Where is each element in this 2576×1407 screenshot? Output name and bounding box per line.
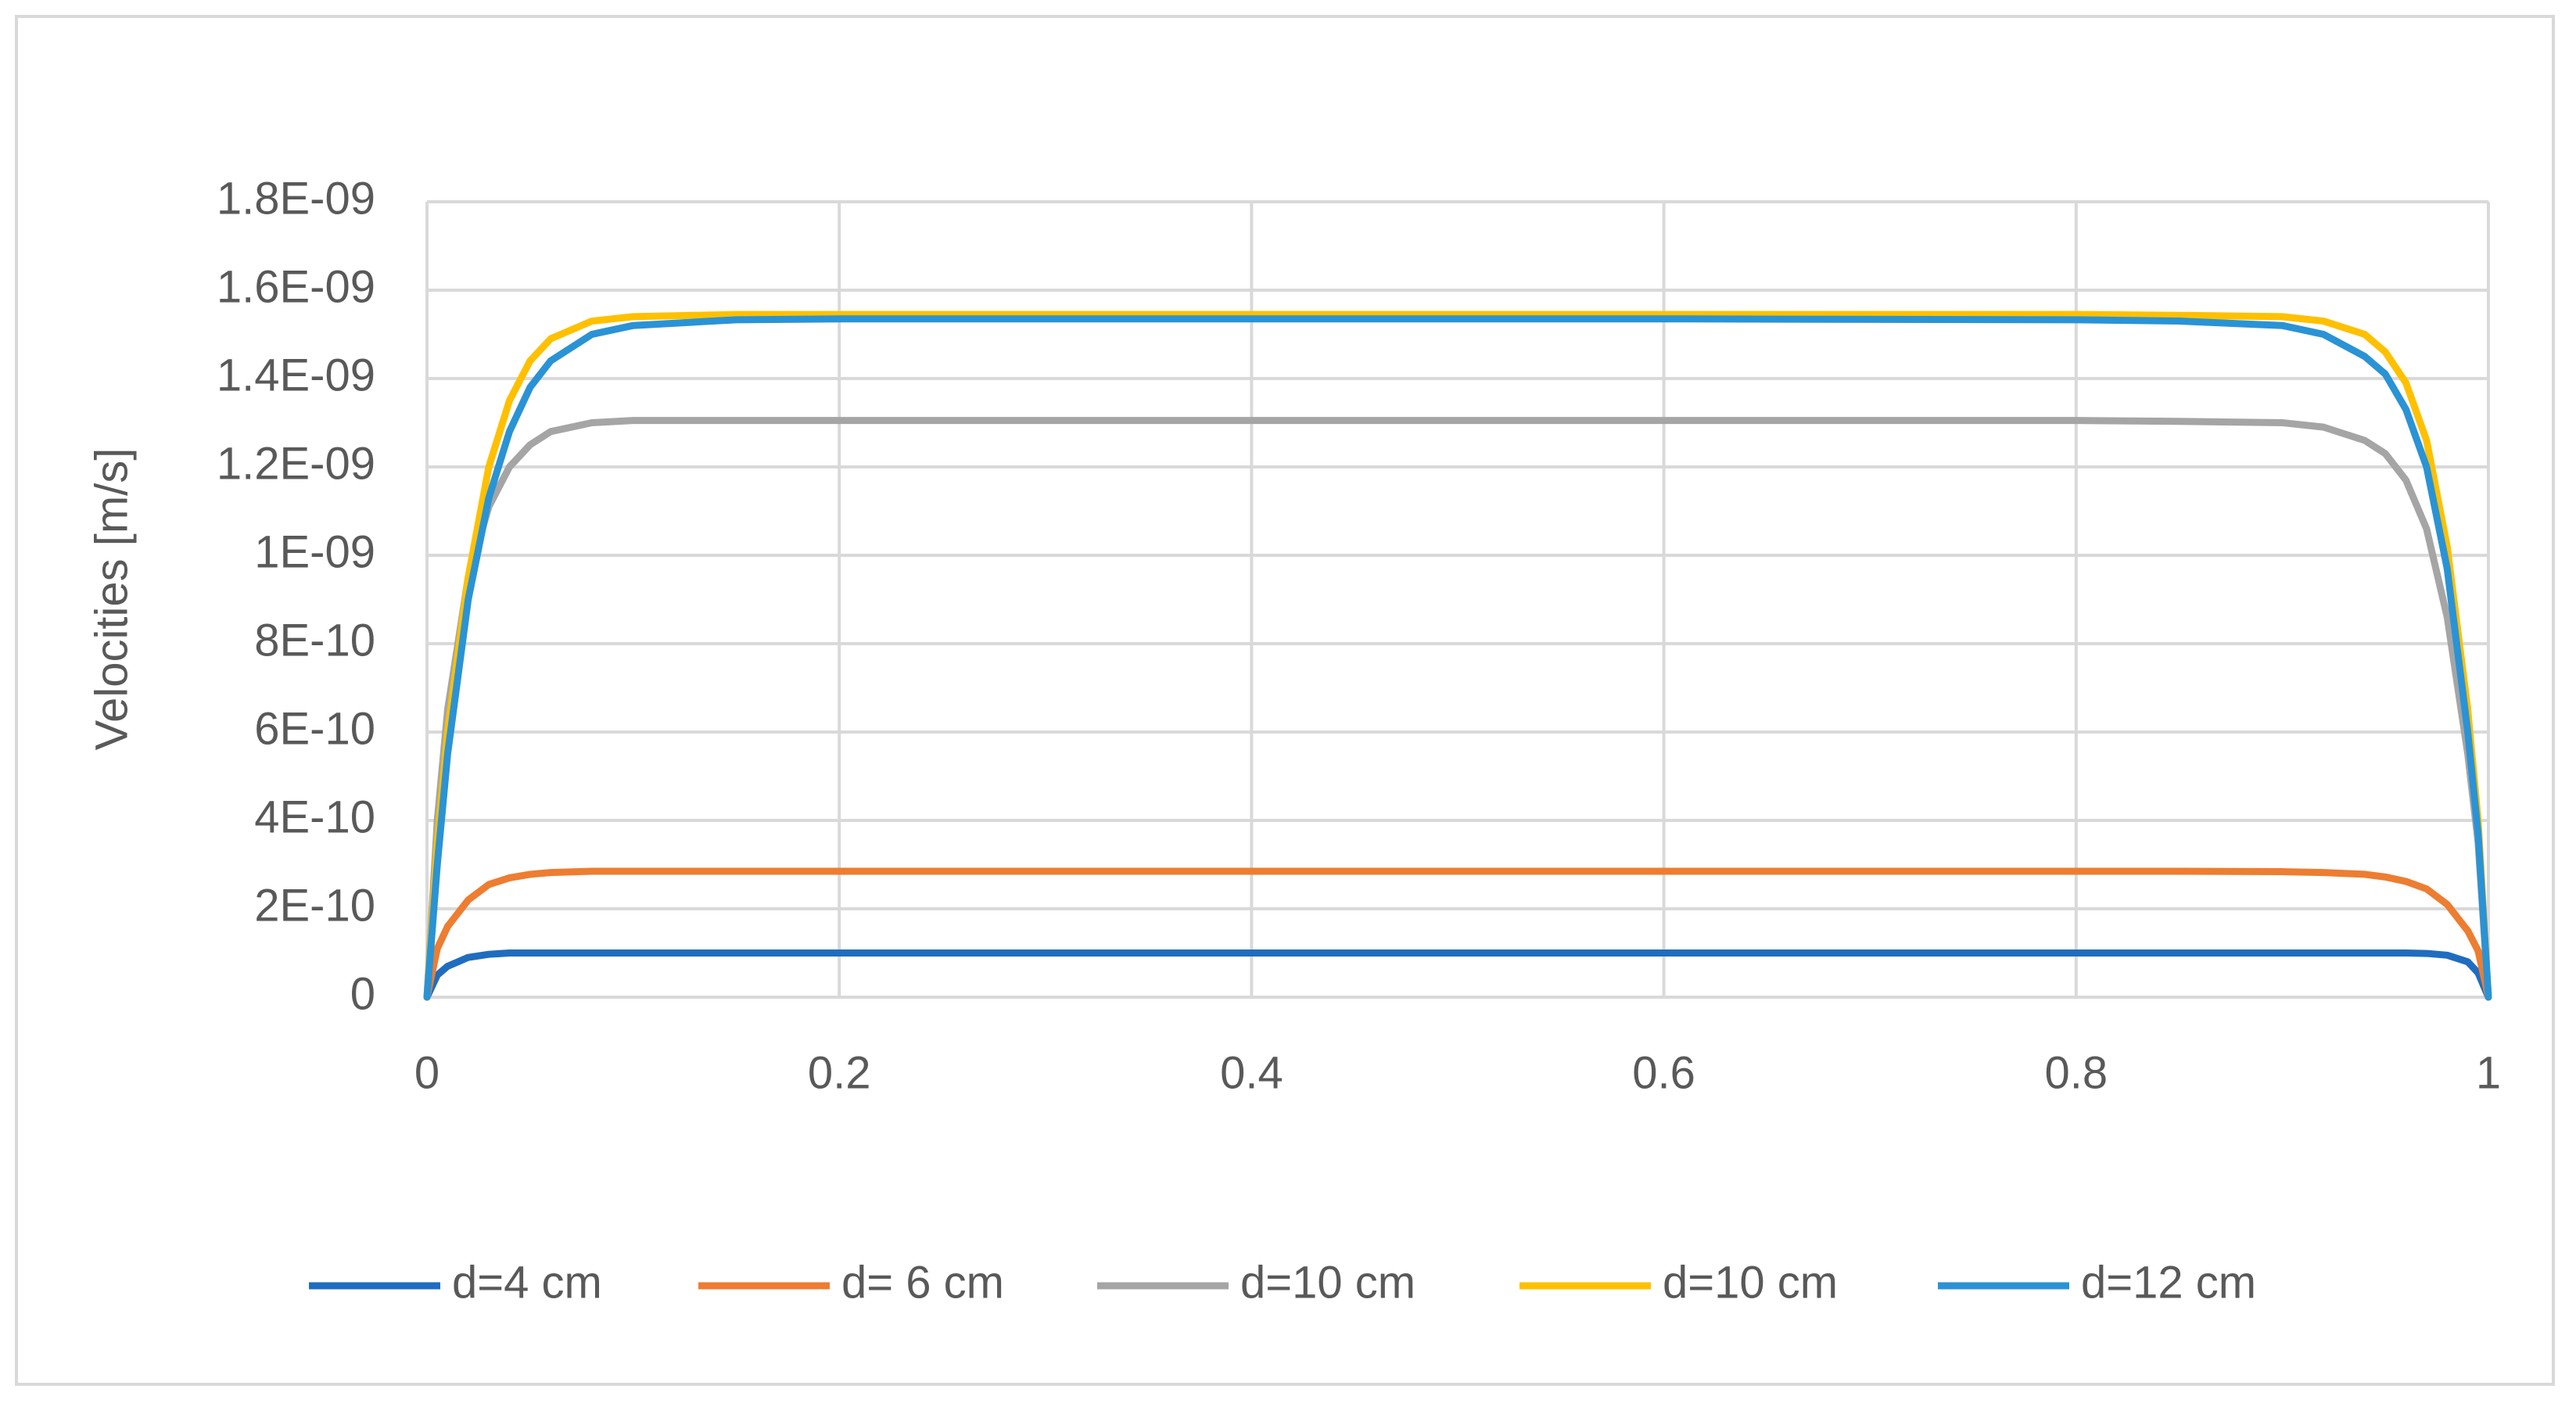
series-line [423, 310, 2492, 1001]
series-line [423, 867, 2492, 1001]
x-tick-label: 0.6 [1632, 1047, 1695, 1098]
y-tick-label: 1.2E-09 [217, 438, 375, 489]
y-tick-label: 6E-10 [254, 703, 375, 754]
chart-border [15, 15, 2555, 1386]
legend-label: d=10 cm [1663, 1257, 1838, 1308]
y-axis-label: Velocities [m/s] [86, 448, 137, 751]
series-line [423, 315, 2492, 1001]
y-tick-label: 1.8E-09 [217, 173, 375, 224]
series-line [423, 949, 2492, 1001]
y-tick-label: 8E-10 [254, 615, 375, 666]
x-tick-label: 0.2 [808, 1047, 871, 1098]
x-tick-label: 0.4 [1220, 1047, 1283, 1098]
y-tick-label: 2E-10 [254, 880, 375, 931]
y-tick-label: 1.4E-09 [217, 350, 375, 400]
y-tick-label: 1.6E-09 [217, 261, 375, 312]
y-tick-label: 0 [350, 968, 375, 1019]
x-tick-label: 0.8 [2044, 1047, 2108, 1098]
x-tick-label: 0 [414, 1047, 439, 1098]
series-line [423, 417, 2492, 1001]
x-tick-label: 1 [2476, 1047, 2501, 1098]
y-tick-label: 1E-09 [254, 526, 375, 577]
y-tick-label: 4E-10 [254, 791, 375, 842]
legend-label: d=10 cm [1240, 1257, 1415, 1308]
legend-label: d= 6 cm [841, 1257, 1004, 1308]
legend-label: d=4 cm [452, 1257, 602, 1308]
legend-label: d=12 cm [2081, 1257, 2256, 1308]
